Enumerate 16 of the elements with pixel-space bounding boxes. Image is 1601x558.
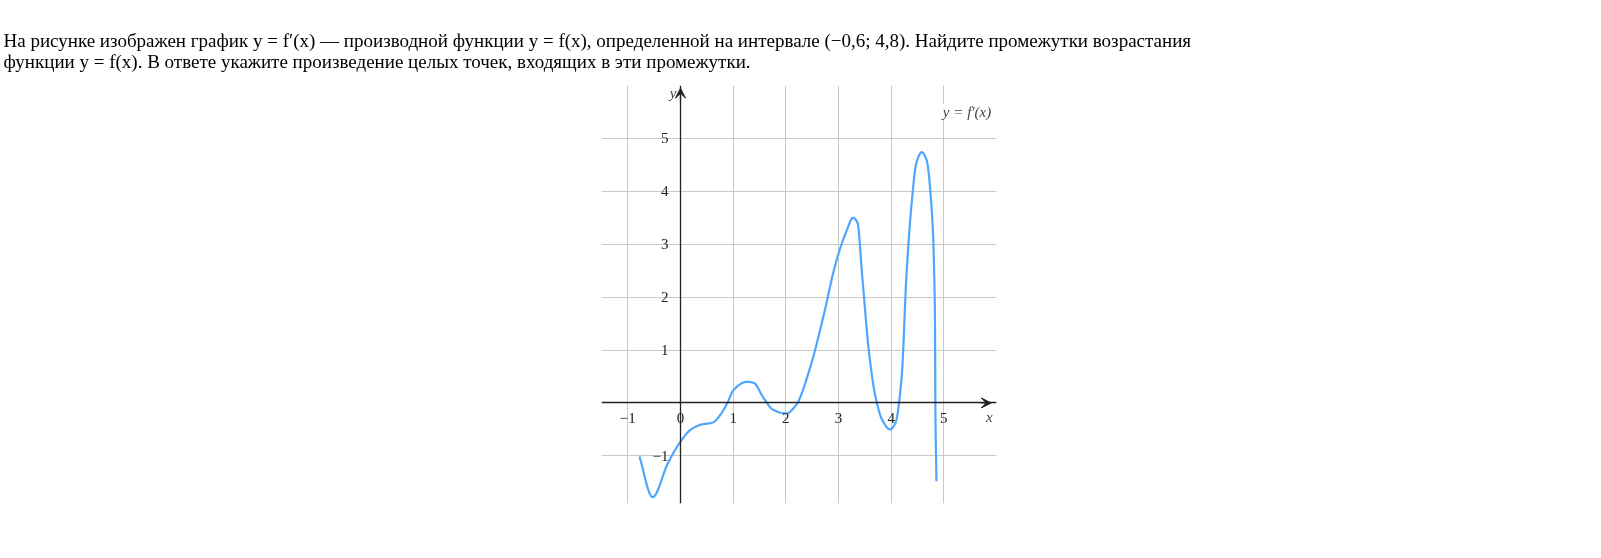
chart-title: На рисунке изображен график y = f′(x) — производной функции y = f(x), определенной на интервале (−0,6; 4,8). Найдите промежутки возрастания функции y = f(x). В ответе укажите произведение целых точек, входящих в эти промежутки. [3,29,1192,73]
y-tick-label: 4 [661,183,669,200]
y-tick-label: 5 [661,130,669,147]
y-tick-label: 1 [661,342,669,359]
y-tick-label: 3 [661,236,669,253]
x-tick-label: 4 [887,409,896,426]
annotation: y = f′(x) [940,104,992,122]
y-axis-title: y [667,85,677,102]
y-tick-label: −1 [652,447,669,464]
y-tick-label: 2 [661,289,669,306]
x-tick-label: −1 [619,409,636,426]
x-axis-title: x [984,409,993,426]
x-tick-label: 1 [729,409,737,426]
x-tick-label: 5 [940,409,948,426]
x-tick-label: 3 [834,409,843,426]
x-tick-label: 2 [782,409,790,426]
